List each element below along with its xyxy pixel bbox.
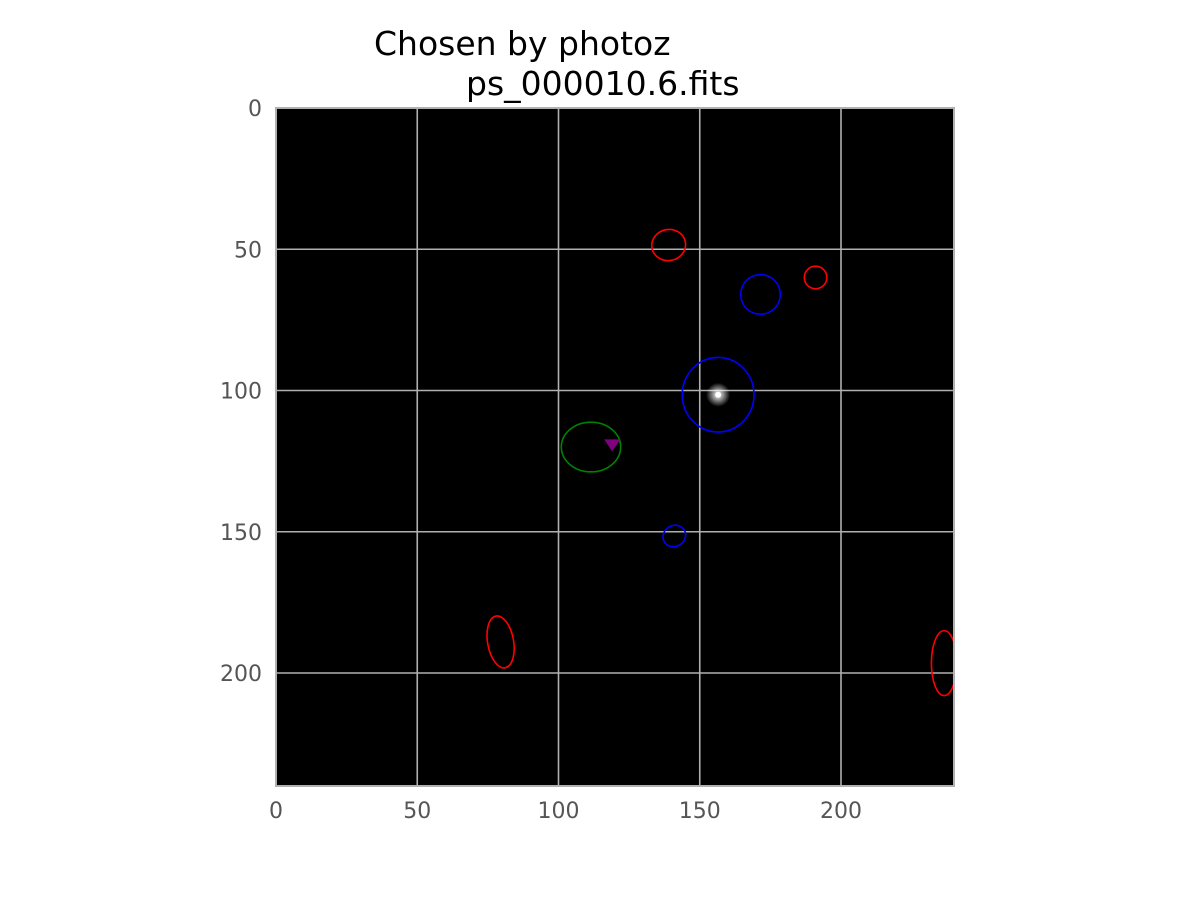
ellipse-5 bbox=[662, 524, 687, 548]
y-tick-label-1: 50 bbox=[234, 238, 262, 263]
ellipse-2 bbox=[739, 273, 782, 316]
y-tick-label-0: 0 bbox=[248, 97, 262, 122]
ellipse-7 bbox=[930, 629, 954, 697]
image-plot-area bbox=[275, 107, 955, 787]
x-tick-label-1: 50 bbox=[403, 799, 431, 824]
marker-triangle-0 bbox=[604, 439, 621, 452]
point-source-core bbox=[715, 391, 722, 398]
ellipse-0 bbox=[650, 228, 687, 262]
chart-title-line2: ps_000010.6.fits bbox=[466, 64, 740, 103]
y-tick-label-4: 200 bbox=[220, 662, 262, 687]
ellipse-3 bbox=[681, 356, 755, 433]
x-tick-label-2: 100 bbox=[538, 799, 580, 824]
x-tick-label-4: 200 bbox=[820, 799, 862, 824]
x-axis-ticks: 0 50 100 150 200 bbox=[269, 799, 862, 824]
y-tick-label-3: 150 bbox=[220, 521, 262, 546]
y-tick-label-2: 100 bbox=[220, 380, 262, 405]
y-axis-ticks: 0 50 100 150 200 bbox=[220, 97, 262, 687]
ellipse-1 bbox=[803, 265, 828, 290]
ellipse-4 bbox=[560, 421, 622, 473]
x-tick-label-3: 150 bbox=[679, 799, 721, 824]
ellipse-6 bbox=[486, 615, 515, 669]
axes-frame bbox=[275, 107, 955, 787]
x-tick-label-0: 0 bbox=[269, 799, 283, 824]
chart-title-line1: Chosen by photoz bbox=[374, 24, 671, 63]
plot-content bbox=[486, 228, 954, 697]
